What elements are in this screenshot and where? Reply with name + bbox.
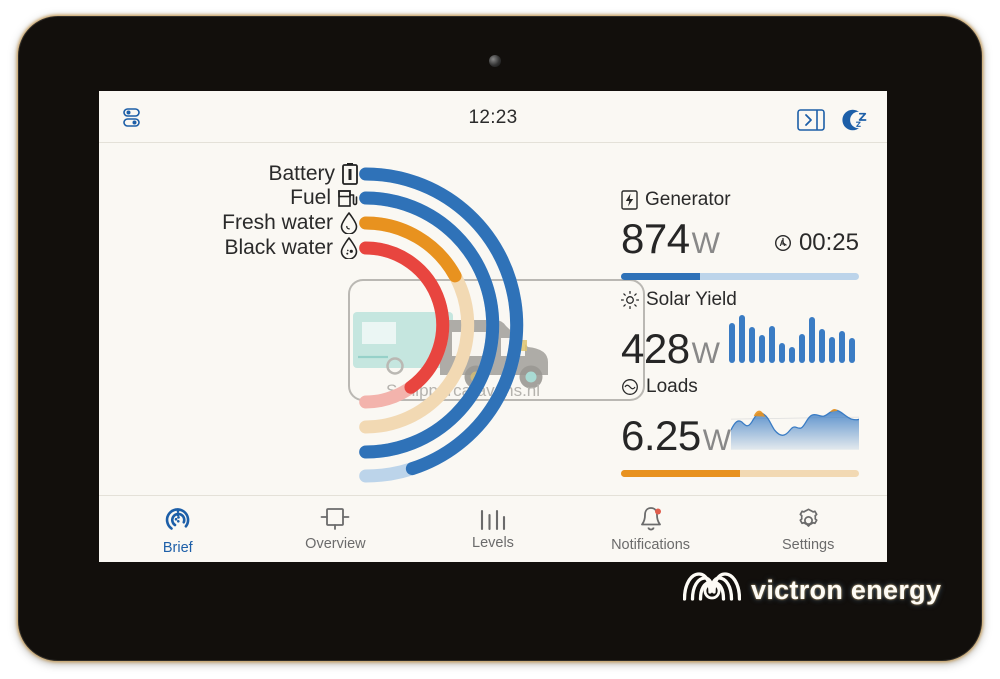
svg-text:A: A xyxy=(779,239,785,248)
